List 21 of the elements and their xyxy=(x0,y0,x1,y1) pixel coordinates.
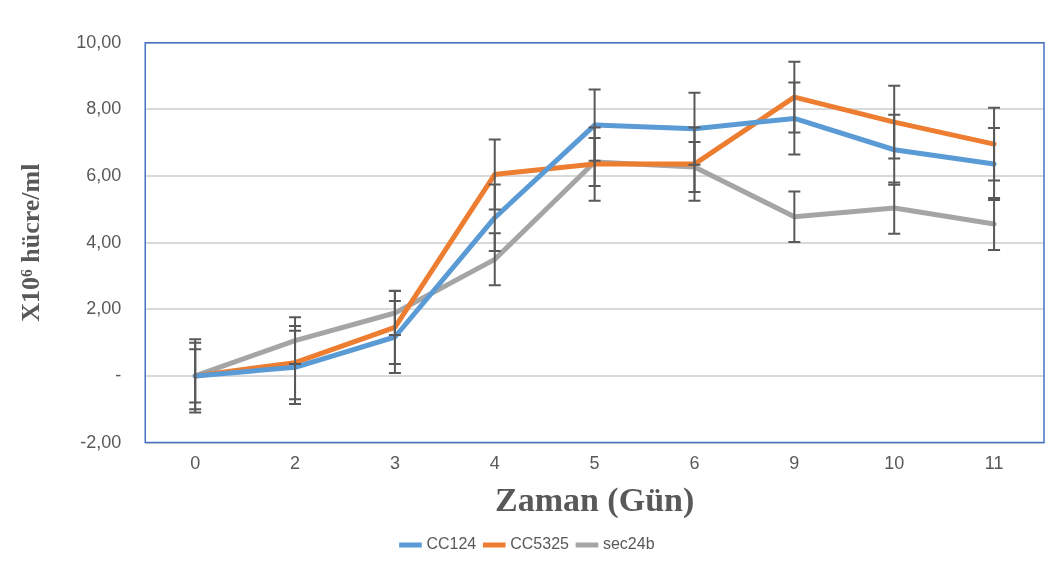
x-tick-label: 0 xyxy=(190,453,201,474)
x-axis-title: Zaman (Gün) xyxy=(494,481,695,520)
y-tick-label: 6,00 xyxy=(86,165,122,186)
legend-label: sec24b xyxy=(602,535,655,553)
y-tick-label: -2,00 xyxy=(80,431,122,452)
y-tick-label: 4,00 xyxy=(86,231,122,252)
y-axis-title: X10⁶ hücre/ml xyxy=(16,163,46,322)
x-tick-label: 3 xyxy=(389,453,400,474)
y-tick-label: 2,00 xyxy=(86,298,122,319)
x-tick-label: 11 xyxy=(984,453,1004,474)
x-tick-label: 6 xyxy=(689,453,700,474)
x-tick-label: 2 xyxy=(290,453,301,474)
x-tick-label: 4 xyxy=(489,453,500,474)
y-tick-label: 8,00 xyxy=(86,98,122,119)
x-tick-label: 9 xyxy=(789,453,800,474)
y-tick-label: - xyxy=(115,364,122,385)
x-tick-label: 10 xyxy=(884,453,905,474)
y-tick-label: 10,00 xyxy=(76,31,122,52)
legend-label: CC124 xyxy=(426,535,477,553)
legend-label: CC5325 xyxy=(510,535,570,553)
x-tick-label: 5 xyxy=(589,453,600,474)
